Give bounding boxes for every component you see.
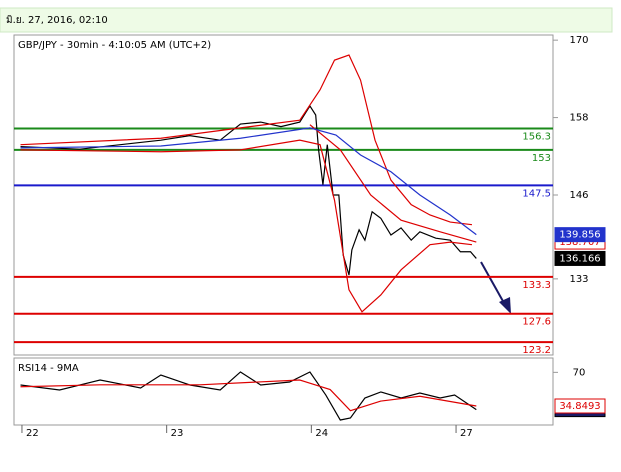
panel-title: RSI14 - 9MA <box>18 363 79 374</box>
value-badge <box>554 398 606 414</box>
value-badge <box>554 250 606 266</box>
panel-title: GBP/JPY - 30min - 4:10:05 AM (UTC+2) <box>18 40 211 51</box>
x-tick-label: 23 <box>171 428 184 439</box>
header-date: มิ.ย. 27, 2016, 02:10 <box>6 15 108 26</box>
y-tick-label: 170 <box>569 35 588 46</box>
value-badge-label: 136.166 <box>559 253 600 264</box>
y-tick-label: 133 <box>569 274 588 285</box>
value-badge-label: 138.707 <box>559 237 600 248</box>
level-label: 133.3 <box>522 280 551 291</box>
series-line <box>20 379 477 412</box>
value-badge-label: 139.856 <box>559 230 600 241</box>
x-tick-label: 22 <box>26 428 39 439</box>
series-line <box>20 127 477 236</box>
series-line <box>309 124 477 243</box>
x-tick-label: 27 <box>460 428 473 439</box>
arrow-head <box>499 297 511 314</box>
header-bar <box>0 7 613 33</box>
value-badge <box>554 227 606 243</box>
series-line <box>20 54 473 226</box>
level-label: 156.3 <box>522 132 551 143</box>
level-label: 147.5 <box>522 188 551 199</box>
series-line <box>20 104 477 276</box>
value-badge-label: 34.8493 <box>559 401 600 412</box>
y-tick-label: 70 <box>573 367 586 378</box>
y-tick-label: 158 <box>569 113 588 124</box>
y-tick-label: 146 <box>569 190 588 201</box>
level-label: 153 <box>532 153 551 164</box>
x-tick-label: 24 <box>315 428 328 439</box>
series-line <box>20 371 477 421</box>
level-label: 127.6 <box>522 317 551 328</box>
series-line <box>20 139 473 313</box>
arrow <box>480 261 505 304</box>
level-label: 123.2 <box>522 345 551 356</box>
rsi-panel <box>13 357 554 426</box>
